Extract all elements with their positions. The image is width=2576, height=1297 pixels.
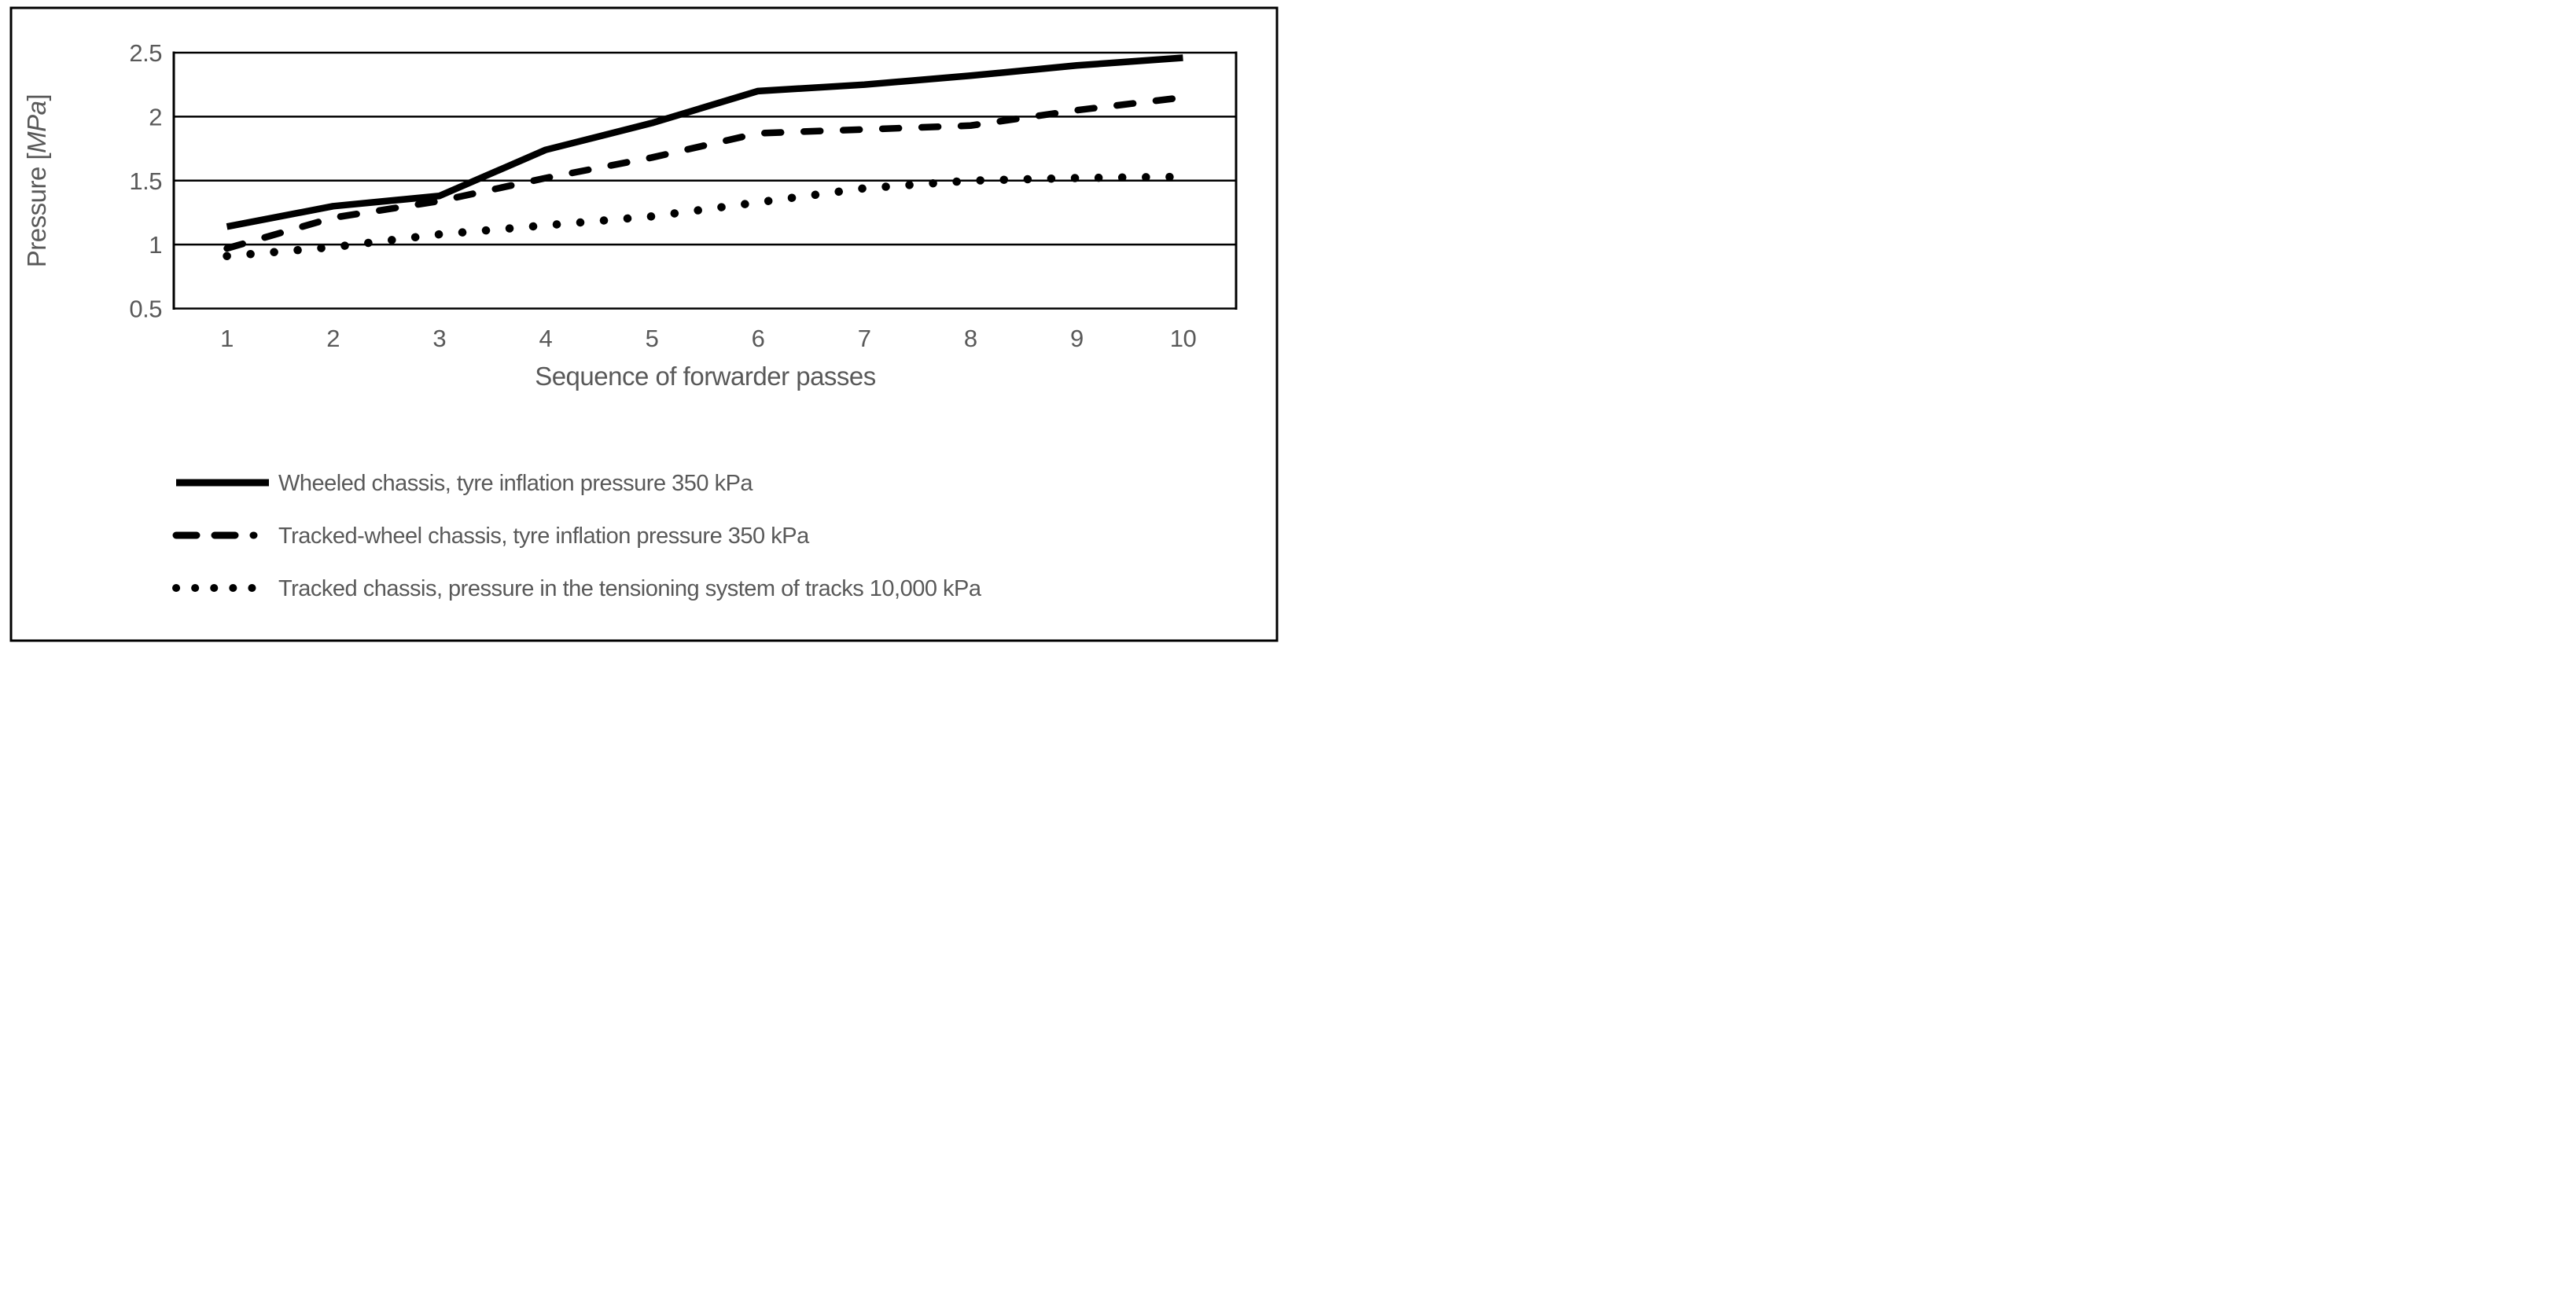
x-tick-label-7: 7 bbox=[858, 325, 871, 352]
y-axis-title-suffix: ] bbox=[22, 94, 51, 101]
y-axis-title: Pressure [MPa] bbox=[22, 94, 51, 267]
y-axis-tick-labels: 0.5 1 1.5 2 2.5 bbox=[129, 39, 162, 323]
plot-area-border bbox=[172, 51, 1238, 310]
legend-item-tracked: Tracked chassis, pressure in the tension… bbox=[172, 576, 982, 601]
legend-item-tracked-wheel: Tracked-wheel chassis, tyre inflation pr… bbox=[172, 524, 811, 549]
line-chart: 0.5 1 1.5 2 2.5 1 2 3 4 5 6 7 8 9 10 Sequence of forw… bbox=[9, 6, 1279, 642]
legend-item-wheeled: Wheeled chassis, tyre inflation pressure… bbox=[176, 471, 754, 496]
x-tick-label-3: 3 bbox=[432, 325, 446, 352]
x-axis-tick-labels: 1 2 3 4 5 6 7 8 9 10 bbox=[220, 325, 1197, 352]
legend-label: Wheeled chassis, tyre inflation pressure… bbox=[278, 471, 753, 496]
x-tick-label-6: 6 bbox=[752, 325, 765, 352]
series-line-dashed bbox=[223, 94, 1187, 252]
series-line-solid bbox=[226, 54, 1183, 230]
figure-border bbox=[9, 6, 1279, 642]
x-tick-label-4: 4 bbox=[539, 325, 552, 352]
legend-label: Tracked chassis, pressure in the tension… bbox=[278, 576, 982, 601]
y-tick-label-1.5: 1.5 bbox=[129, 167, 162, 195]
x-tick-label-1: 1 bbox=[220, 325, 234, 352]
figure: 0.5 1 1.5 2 2.5 1 2 3 4 5 6 7 8 9 10 Sequence of forw… bbox=[0, 0, 1288, 648]
x-tick-label-8: 8 bbox=[964, 325, 977, 352]
y-tick-label-2: 2 bbox=[149, 103, 162, 130]
y-axis-title-unit: MPa bbox=[22, 101, 51, 153]
legend-label: Tracked-wheel chassis, tyre inflation pr… bbox=[278, 524, 810, 549]
x-tick-label-5: 5 bbox=[646, 325, 659, 352]
series-lines bbox=[223, 54, 1187, 261]
x-tick-label-9: 9 bbox=[1070, 325, 1084, 352]
x-tick-label-10: 10 bbox=[1170, 325, 1197, 352]
y-axis-title-prefix: Pressure [ bbox=[22, 152, 51, 267]
gridlines bbox=[174, 51, 1236, 310]
x-axis-title: Sequence of forwarder passes bbox=[535, 362, 876, 391]
legend: Wheeled chassis, tyre inflation pressure… bbox=[172, 471, 982, 601]
y-tick-label-0.5: 0.5 bbox=[129, 296, 162, 323]
y-tick-label-2.5: 2.5 bbox=[129, 39, 162, 67]
series-line-dotted bbox=[223, 172, 1187, 261]
y-tick-label-1: 1 bbox=[149, 231, 162, 259]
x-tick-label-2: 2 bbox=[326, 325, 340, 352]
